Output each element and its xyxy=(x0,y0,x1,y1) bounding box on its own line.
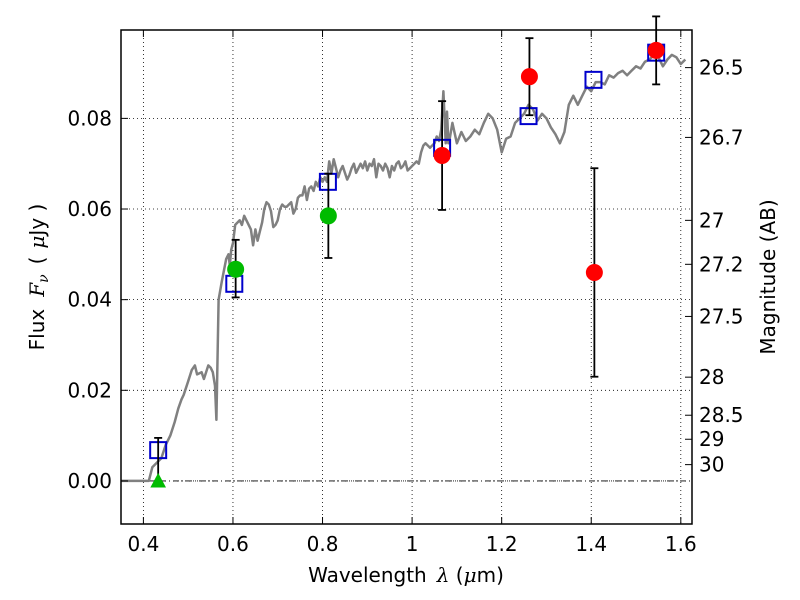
mag-tick-label: 28 xyxy=(699,365,724,389)
plot-frame xyxy=(120,29,693,525)
plot-content xyxy=(121,53,687,483)
y-tick-label: 0.00 xyxy=(67,469,112,493)
x-tick-label: 1.6 xyxy=(665,532,697,556)
mag-tick-label: 30 xyxy=(699,453,724,477)
x-axis-label-prefix: Wavelength xyxy=(308,563,427,587)
y-tick-label: 0.02 xyxy=(67,378,112,402)
x-tick-label: 1.4 xyxy=(575,532,607,556)
x-tick-label: 0.4 xyxy=(127,532,159,556)
x-axis-label-symbol: λ xyxy=(436,563,450,587)
observed-point-green xyxy=(319,207,337,225)
y-axis-label-symbol: F xyxy=(25,282,49,298)
x-tick-label: 1 xyxy=(406,532,419,556)
observed-point-green xyxy=(227,260,245,278)
mag-tick-label: 26.7 xyxy=(699,125,744,149)
x-tick-label: 1.2 xyxy=(486,532,518,556)
x-axis-label-unit-open: ( xyxy=(449,563,463,587)
mag-tick-label: 27.5 xyxy=(699,304,744,328)
y2-axis-label: Magnitude (AB) xyxy=(756,199,780,354)
observed-point-red xyxy=(585,263,603,281)
mag-tick-label: 28.5 xyxy=(699,403,744,427)
observed-point-red xyxy=(520,68,538,86)
y-tick-label: 0.04 xyxy=(67,288,112,312)
y-tick-label: 0.08 xyxy=(67,106,112,130)
mag-tick-label: 26.5 xyxy=(699,56,744,80)
mag-tick-label: 27 xyxy=(699,208,724,232)
x-tick-label: 0.6 xyxy=(217,532,249,556)
y-axis-label-unit-close: Jy ) xyxy=(25,204,49,238)
x-axis-label-unit-close: m) xyxy=(477,563,504,587)
upper-limit-triangle xyxy=(150,472,167,488)
x-axis-label: Wavelength λ (μm) xyxy=(308,563,504,587)
y-tick-label: 0.06 xyxy=(67,197,112,221)
model-photometry-square xyxy=(584,70,603,89)
y-axis-label-prefix: Flux xyxy=(25,309,49,351)
y-axis-label-unit-open: ( xyxy=(25,257,49,265)
y-axis-label-subscript: ν xyxy=(36,274,52,283)
mag-tick-label: 29 xyxy=(699,427,724,451)
axis-ticks: 0.4 0.6 0.8 1 1.2 1.4 1.6 0.00 0.02 0.04 0.06 0.08 2… xyxy=(67,30,744,556)
mag-tick-label: 27.2 xyxy=(699,252,744,276)
y-axis-label: Flux Fν ( μJy ) xyxy=(25,204,52,351)
y-axis-label-unit-mu: μ xyxy=(25,236,49,249)
observed-point-red xyxy=(433,147,451,165)
plot-background xyxy=(121,30,692,524)
x-tick-label: 0.8 xyxy=(307,532,339,556)
observed-point-red xyxy=(647,41,665,59)
model-spectrum-line xyxy=(121,53,687,483)
data-markers xyxy=(149,15,666,488)
x-axis-label-unit-mu: μ xyxy=(464,563,477,587)
